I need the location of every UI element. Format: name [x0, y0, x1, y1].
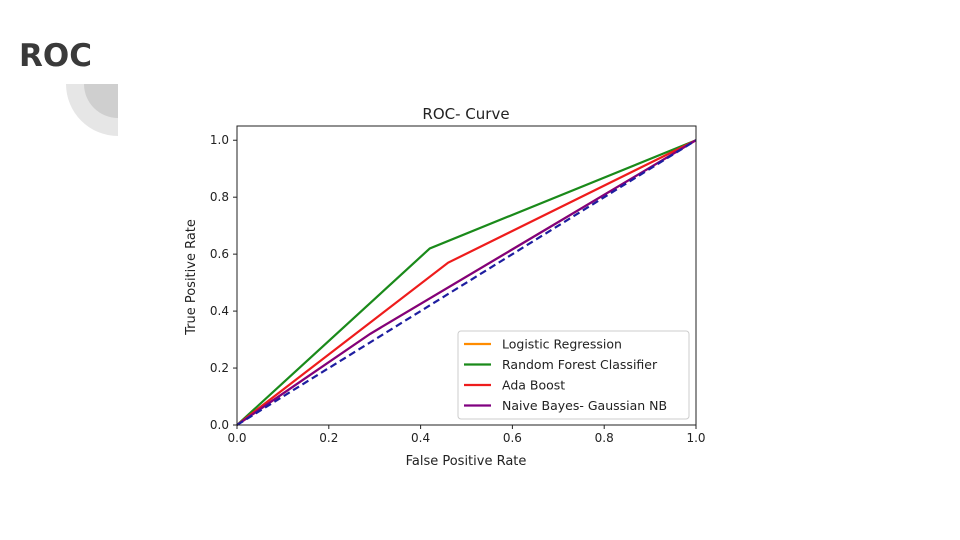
legend-label: Random Forest Classifier — [502, 357, 658, 372]
y-tick-label: 0.8 — [210, 190, 229, 204]
series-line-3 — [236, 139, 697, 426]
series-line-1 — [236, 139, 697, 426]
roc-chart: ROC- Curve False Positive Rate True Posi… — [184, 105, 706, 469]
legend-box — [457, 330, 690, 420]
slide-title: ROC — [19, 38, 92, 74]
legend-label: Ada Boost — [502, 378, 565, 393]
axis-ticks: 0.0 0.2 0.4 0.6 0.8 1.0 0.0 0.2 0.4 0.6 0.8 1.0 — [210, 133, 706, 445]
plot-frame — [236, 125, 697, 426]
y-axis-label: True Positive Rate — [184, 219, 199, 336]
x-tick-label: 1.0 — [686, 431, 705, 445]
decorative-arc-inner — [84, 84, 118, 118]
legend-label: Logistic Regression — [502, 337, 622, 352]
reference-diagonal-line — [236, 139, 697, 426]
legend-label: Naive Bayes- Gaussian NB — [502, 398, 667, 413]
series-line-2 — [236, 139, 697, 426]
chart-title: ROC- Curve — [422, 105, 509, 123]
x-axis-label: False Positive Rate — [406, 454, 527, 469]
y-tick-label: 0.4 — [210, 304, 229, 318]
y-tick-label: 1.0 — [210, 133, 229, 147]
decorative-arc-graphic — [66, 84, 118, 136]
series-lines — [236, 139, 697, 426]
chart-legend: Logistic Regression Random Forest Classif… — [457, 330, 690, 420]
y-tick-label: 0.6 — [210, 247, 229, 261]
x-tick-label: 0.0 — [227, 431, 246, 445]
y-tick-label: 0.0 — [210, 418, 229, 432]
y-tick-label: 0.2 — [210, 361, 229, 375]
x-tick-label: 0.8 — [595, 431, 614, 445]
x-tick-label: 0.2 — [319, 431, 338, 445]
x-tick-label: 0.6 — [503, 431, 522, 445]
x-tick-label: 0.4 — [411, 431, 430, 445]
